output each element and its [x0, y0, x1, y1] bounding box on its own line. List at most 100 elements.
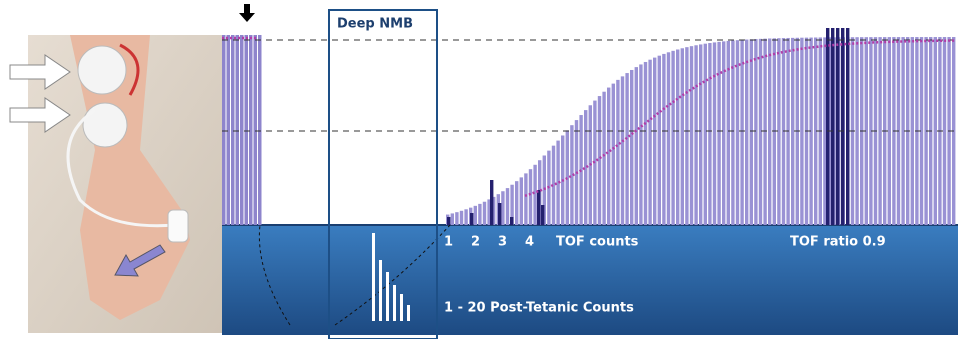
bar [754, 39, 757, 225]
bar [736, 40, 739, 225]
bar [524, 173, 527, 225]
dark-bar [826, 28, 829, 225]
bar [658, 56, 661, 225]
arrow [239, 4, 255, 22]
bar [888, 37, 891, 225]
bar [690, 46, 693, 225]
tof-number: 1 [444, 235, 453, 250]
bar [694, 45, 697, 225]
bar [483, 202, 486, 225]
bar [676, 49, 679, 225]
bar [704, 44, 707, 225]
bar [451, 213, 454, 225]
bar [616, 80, 619, 225]
bar [699, 44, 702, 225]
bar [745, 40, 748, 225]
bar [943, 37, 946, 225]
bar [240, 35, 244, 225]
box-label: Deep NMB [337, 17, 413, 32]
ptc-bar [393, 285, 396, 321]
bar [501, 191, 504, 225]
figure: Deep NMB 1 2 3 4 TOF counts TOF ratio 0.… [0, 0, 958, 339]
bar [460, 211, 463, 225]
bar [258, 35, 262, 225]
dark-bar [541, 205, 544, 225]
tof-number: 4 [525, 235, 534, 250]
bars [222, 28, 955, 225]
bar [648, 60, 651, 225]
bar [653, 58, 656, 225]
electrode [78, 46, 126, 94]
bar [759, 39, 762, 225]
dark-bar [836, 28, 839, 225]
bar [474, 206, 477, 225]
dark-bar [846, 28, 849, 225]
ptc-bar [372, 233, 375, 321]
bar [681, 48, 684, 225]
ptc-bar [386, 272, 389, 321]
bar [455, 212, 458, 225]
bar [630, 70, 633, 225]
bar [621, 76, 624, 225]
dark-bar [470, 213, 473, 225]
bar [773, 38, 776, 225]
bar [671, 51, 674, 225]
bar [222, 35, 226, 225]
bar [625, 73, 628, 225]
bar [506, 188, 509, 225]
tof-number: 3 [498, 235, 507, 250]
bar [478, 204, 481, 225]
bar [245, 35, 249, 225]
bar [529, 169, 532, 225]
bar [791, 38, 794, 225]
bar [800, 38, 803, 225]
bar [662, 54, 665, 225]
bar [520, 177, 523, 225]
ptc-bar [379, 260, 382, 321]
bar [607, 88, 610, 225]
bar [777, 38, 780, 225]
ptc-bar [407, 305, 410, 321]
dark-bar [841, 28, 844, 225]
bar [855, 37, 858, 225]
ptc-label: 1 - 20 Post-Tetanic Counts [444, 301, 634, 316]
tof-counts-label: TOF counts [556, 235, 639, 250]
bar [713, 42, 716, 225]
bar [227, 35, 231, 225]
bar [635, 67, 638, 225]
dark-bar [831, 28, 834, 225]
bar [685, 47, 688, 225]
bar [722, 41, 725, 225]
bar [934, 37, 937, 225]
bar [602, 92, 605, 225]
dark-bar [447, 217, 450, 225]
bar [911, 37, 914, 225]
bar [639, 64, 642, 225]
bar [533, 165, 536, 225]
bar [878, 37, 881, 225]
bar [717, 42, 720, 225]
bar [515, 181, 518, 225]
bar [768, 38, 771, 225]
tof-ratio-label: TOF ratio 0.9 [790, 235, 886, 250]
bar [763, 39, 766, 225]
bar [236, 35, 240, 225]
ptc-bar [400, 294, 403, 321]
dark-bar [510, 217, 513, 225]
bar [782, 38, 785, 225]
bar [750, 39, 753, 225]
electrode [83, 103, 127, 147]
dark-bar [498, 203, 501, 225]
sensor [168, 210, 188, 242]
bar [740, 40, 743, 225]
tof-number: 2 [471, 235, 480, 250]
bar [612, 84, 615, 225]
bar [249, 35, 253, 225]
bar [667, 52, 670, 225]
bar [464, 209, 467, 225]
bar [708, 43, 711, 225]
dark-bar [537, 190, 540, 225]
bar [254, 35, 258, 225]
dark-bar [490, 180, 493, 225]
photo [10, 35, 222, 333]
